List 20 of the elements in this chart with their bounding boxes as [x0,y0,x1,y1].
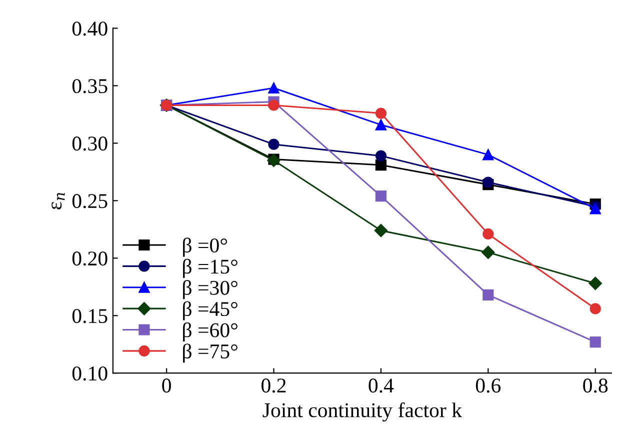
legend-label: β =60° [183,322,238,342]
x-axis-title: Joint continuity factor k [262,402,462,422]
y-tick-label: 0.15 [72,308,108,324]
x-tick-label: 0 [162,378,171,393]
y-tick-label: 0.20 [72,252,108,266]
legend-label: β =75° [183,344,238,363]
x-tick-label: 0.2 [262,378,286,393]
x-tick-label: 0.8 [583,378,608,393]
legend-label: β =15° [183,258,238,278]
y-axis-title: ε$_{n}$ [52,192,65,210]
y-tick-label: 0.40 [72,22,108,36]
legend-label: β =0° [183,238,227,257]
y-tick-label: 0.35 [72,79,108,94]
x-tick-label: 0.4 [368,378,394,393]
y-tick-label: 0.30 [72,136,108,151]
legend-label: β =30° [183,280,238,300]
y-tick-label: 0.25 [72,194,108,208]
x-tick-label: 0.6 [476,378,501,393]
y-tick-label: 0.10 [72,366,108,381]
legend-label: β =45° [183,301,238,320]
